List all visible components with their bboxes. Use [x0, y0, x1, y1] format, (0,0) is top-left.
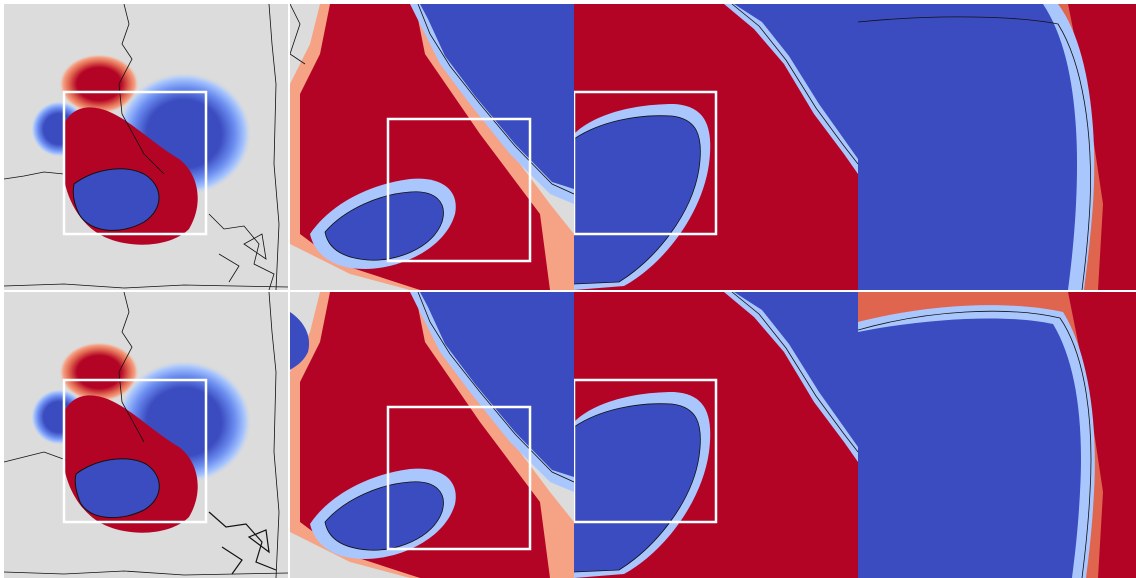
zoom-box — [62, 378, 208, 524]
panel-zoom-1-top — [290, 4, 574, 290]
panel-zoom-2-top — [574, 4, 858, 290]
panel-zoom-1-bottom — [290, 292, 574, 578]
panel-overview-top — [4, 4, 289, 290]
panel-zoom-2-bottom — [574, 292, 858, 578]
zoom-box — [386, 405, 532, 551]
panel-zoom-3-bottom — [858, 292, 1136, 578]
row-bottom — [4, 292, 1136, 578]
zoom-box — [574, 378, 718, 524]
zoom-box — [574, 90, 718, 236]
zoom-box — [386, 117, 532, 263]
panel-overview-bottom — [4, 292, 289, 578]
panel-zoom-3-top — [858, 4, 1136, 290]
row-top — [4, 4, 1136, 290]
zoom-box — [62, 90, 208, 236]
